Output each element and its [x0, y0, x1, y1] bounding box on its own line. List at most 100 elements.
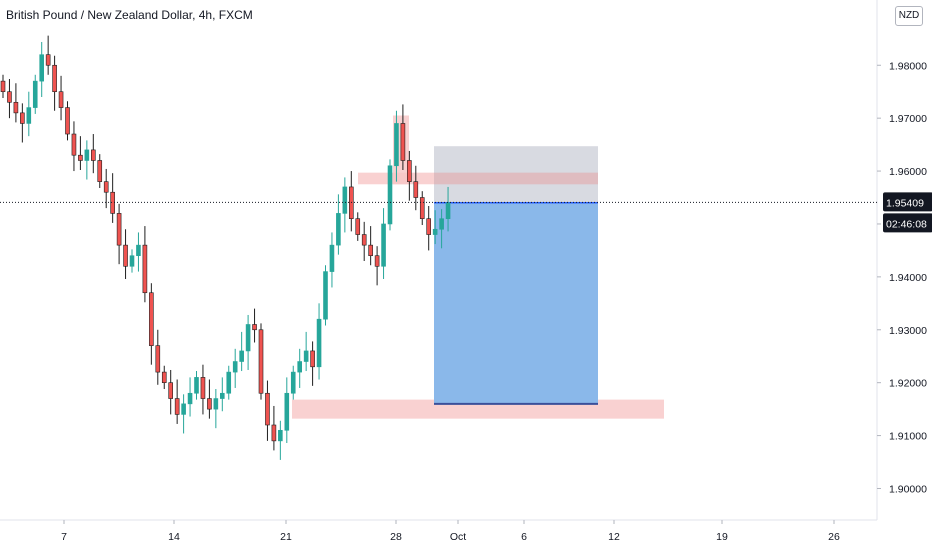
candle-body [290, 371, 296, 394]
countdown-tag [883, 213, 932, 233]
candle [213, 389, 219, 429]
candle [207, 379, 212, 419]
candle-body [142, 244, 148, 294]
candle [200, 364, 206, 415]
candle-body [303, 350, 309, 362]
candle-body [97, 160, 103, 182]
candle-body [445, 202, 451, 219]
candle [155, 329, 161, 385]
candle-body [278, 429, 283, 442]
candle-body [155, 345, 161, 373]
candle-body [387, 165, 393, 225]
candle [290, 365, 296, 400]
candle-body [168, 382, 173, 399]
candle-body [181, 403, 186, 415]
candle [445, 186, 451, 232]
candle-body [84, 149, 90, 161]
candle [368, 226, 373, 266]
candle-body [123, 244, 128, 267]
candle-body [368, 244, 373, 257]
candle-body [336, 213, 341, 246]
candle-body [239, 350, 244, 362]
candle-body [226, 371, 232, 394]
candle-body [129, 255, 135, 267]
candle-body [20, 112, 25, 124]
candle [181, 394, 186, 434]
candle [284, 377, 290, 443]
candle [278, 420, 283, 460]
candle-body [220, 392, 225, 399]
candle-body [355, 218, 361, 235]
x-tick-label: 26 [828, 531, 840, 543]
candle-body [284, 392, 290, 431]
candle [271, 405, 277, 451]
candle [232, 348, 238, 388]
candle [239, 331, 244, 372]
candle-body [13, 101, 19, 114]
candle-body [419, 197, 425, 219]
candle-body [271, 424, 277, 442]
candle [7, 79, 12, 119]
candle [419, 191, 425, 226]
candle-body [374, 255, 380, 267]
candle [265, 380, 270, 441]
candle-body [394, 123, 399, 167]
candle [149, 283, 154, 365]
candle [136, 232, 141, 272]
candle [439, 209, 444, 249]
candle-body [136, 244, 141, 257]
candle-body [329, 244, 335, 272]
candle-body [342, 186, 348, 214]
candle-body [265, 392, 270, 426]
y-tick-label: 1.98000 [889, 60, 927, 72]
candle-body [413, 181, 419, 198]
candle-body [297, 361, 303, 373]
candle [194, 371, 199, 400]
candle [329, 232, 335, 288]
y-tick-label: 1.94000 [889, 272, 927, 284]
candle [97, 154, 103, 188]
candle [58, 75, 64, 121]
candle [129, 249, 135, 273]
candle [426, 205, 432, 251]
x-tick-label: 7 [61, 531, 67, 543]
candle-body [103, 181, 109, 193]
candle [394, 110, 399, 182]
y-tick-label: 1.96000 [889, 166, 927, 178]
candle-body [7, 91, 12, 103]
candle [407, 150, 412, 201]
x-tick-label: 19 [716, 531, 728, 543]
candle-body [200, 377, 206, 399]
candle [348, 171, 354, 232]
x-tick-label: Oct [450, 531, 466, 543]
currency-button[interactable]: NZD [895, 6, 923, 26]
candle [45, 35, 51, 75]
candle [310, 341, 315, 386]
candle-body [65, 107, 70, 135]
candle-body [232, 361, 238, 373]
candle [245, 314, 251, 370]
candle-body [245, 324, 251, 352]
candle [174, 379, 180, 424]
candle [336, 194, 341, 255]
candle [252, 308, 257, 343]
y-tick-label: 1.93000 [889, 325, 927, 337]
candle [65, 101, 70, 141]
candle-body [400, 123, 406, 161]
last-price-label: 1.95409 [886, 197, 924, 209]
candle-body [45, 54, 51, 66]
candle [71, 121, 77, 172]
candle [32, 74, 38, 114]
candle [123, 229, 128, 279]
candle [381, 208, 386, 279]
candle [26, 91, 32, 137]
candle [361, 221, 367, 261]
candle [432, 210, 438, 245]
candle [400, 104, 406, 171]
candle-body [52, 64, 57, 93]
candle [116, 203, 122, 265]
candle [258, 323, 264, 400]
candle-body [310, 350, 315, 368]
candle-body [174, 398, 180, 415]
